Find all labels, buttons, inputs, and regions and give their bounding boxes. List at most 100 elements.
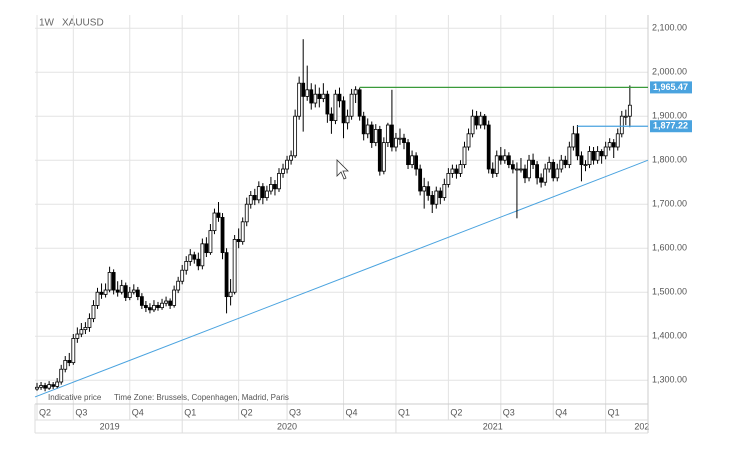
candle-body [377, 129, 382, 172]
candle-body [494, 155, 499, 174]
candle-body [99, 291, 104, 295]
candle-body [67, 360, 72, 364]
candle-body [297, 82, 302, 117]
y-tick-label: 1,300.00 [652, 375, 687, 385]
x-tick-label: Q2 [241, 407, 253, 417]
candle-body [115, 289, 120, 293]
candle-body [394, 137, 398, 148]
y-tick-label: 2,000.00 [652, 67, 687, 77]
candle-body [361, 115, 366, 135]
x-tick-label: Q1 [608, 407, 620, 417]
candle-body [269, 184, 273, 192]
candle-body [551, 162, 556, 179]
x-tick-label: Q3 [75, 407, 87, 417]
candle-body [422, 186, 427, 192]
candle-body [131, 289, 136, 293]
candle-body [523, 168, 527, 179]
mouse-cursor [336, 159, 349, 180]
candle-body [144, 305, 148, 309]
candle-body [547, 162, 552, 170]
candle-body [535, 164, 539, 179]
candle-body [474, 115, 479, 126]
candle-body [216, 212, 221, 218]
candle-body [43, 385, 47, 389]
y-tick-label: 1,500.00 [652, 287, 687, 297]
candle-body [442, 184, 447, 199]
candle-body [273, 184, 277, 190]
candle-body [204, 243, 209, 254]
candle-body [252, 195, 257, 201]
candle-body [623, 115, 628, 118]
candle-body [446, 173, 451, 185]
candle-body [414, 155, 419, 170]
candle-body [454, 168, 459, 174]
level-label-box [650, 81, 692, 94]
candle-body [103, 289, 108, 295]
candle-body [438, 190, 443, 199]
candle-body [168, 300, 173, 306]
candle-body [123, 285, 128, 298]
trendline [34, 159, 649, 398]
candle-body [466, 133, 471, 148]
year-label: 202 [634, 421, 649, 431]
candle-body [47, 384, 52, 389]
x-tick-label: Q4 [132, 407, 144, 417]
candle-body [563, 159, 568, 166]
candle-body [426, 186, 431, 196]
candle-body [571, 133, 576, 148]
x-tick-label: Q4 [346, 407, 358, 417]
candle-body [390, 124, 394, 148]
candle-body [176, 280, 181, 291]
candle-body [127, 291, 132, 298]
candle-body [410, 155, 414, 166]
candle-body [583, 164, 588, 167]
candle-body [59, 368, 64, 383]
candle-body [135, 289, 140, 298]
candle-body [531, 159, 535, 166]
candle-body [160, 302, 164, 309]
candle-body [164, 300, 168, 304]
candle-body [139, 296, 144, 306]
candle-body [309, 89, 314, 104]
candle-body [260, 186, 265, 199]
candle-body [111, 272, 116, 291]
candle-body [482, 115, 487, 126]
candle-body [232, 239, 237, 293]
candle-body [579, 155, 584, 166]
candle-body [527, 159, 531, 179]
interval-label: 1W [39, 18, 55, 29]
level-label: 1,965.47 [653, 82, 688, 92]
y-tick-label: 1,700.00 [652, 199, 687, 209]
candle-body [478, 115, 483, 126]
candle-body [619, 115, 624, 135]
candle-body [398, 137, 402, 140]
y-tick-label: 1,400.00 [652, 331, 687, 341]
candle-body [200, 243, 205, 267]
candle-body [83, 327, 88, 331]
candle-body [434, 190, 439, 205]
year-label: 2021 [483, 421, 503, 431]
x-tick-label: Q1 [184, 407, 196, 417]
candle-body [264, 190, 269, 199]
candle-body [196, 258, 201, 267]
candle-body [172, 289, 177, 306]
candle-body [490, 168, 495, 174]
candle-body [369, 124, 374, 144]
candle-body [498, 155, 503, 161]
candle-body [567, 146, 572, 166]
candle-body [313, 93, 318, 104]
candle-body [519, 168, 523, 171]
y-tick-label: 1,600.00 [652, 243, 687, 253]
candle-body [575, 133, 580, 157]
candle-body [486, 124, 491, 170]
x-tick-label: Q2 [450, 407, 462, 417]
year-label: 2019 [100, 421, 120, 431]
candle-body [152, 305, 156, 311]
candle-body [63, 360, 68, 370]
candle-body [591, 151, 596, 161]
x-tick-label: Q3 [503, 407, 515, 417]
candle-body [208, 230, 213, 254]
y-tick-label: 1,900.00 [652, 111, 687, 121]
